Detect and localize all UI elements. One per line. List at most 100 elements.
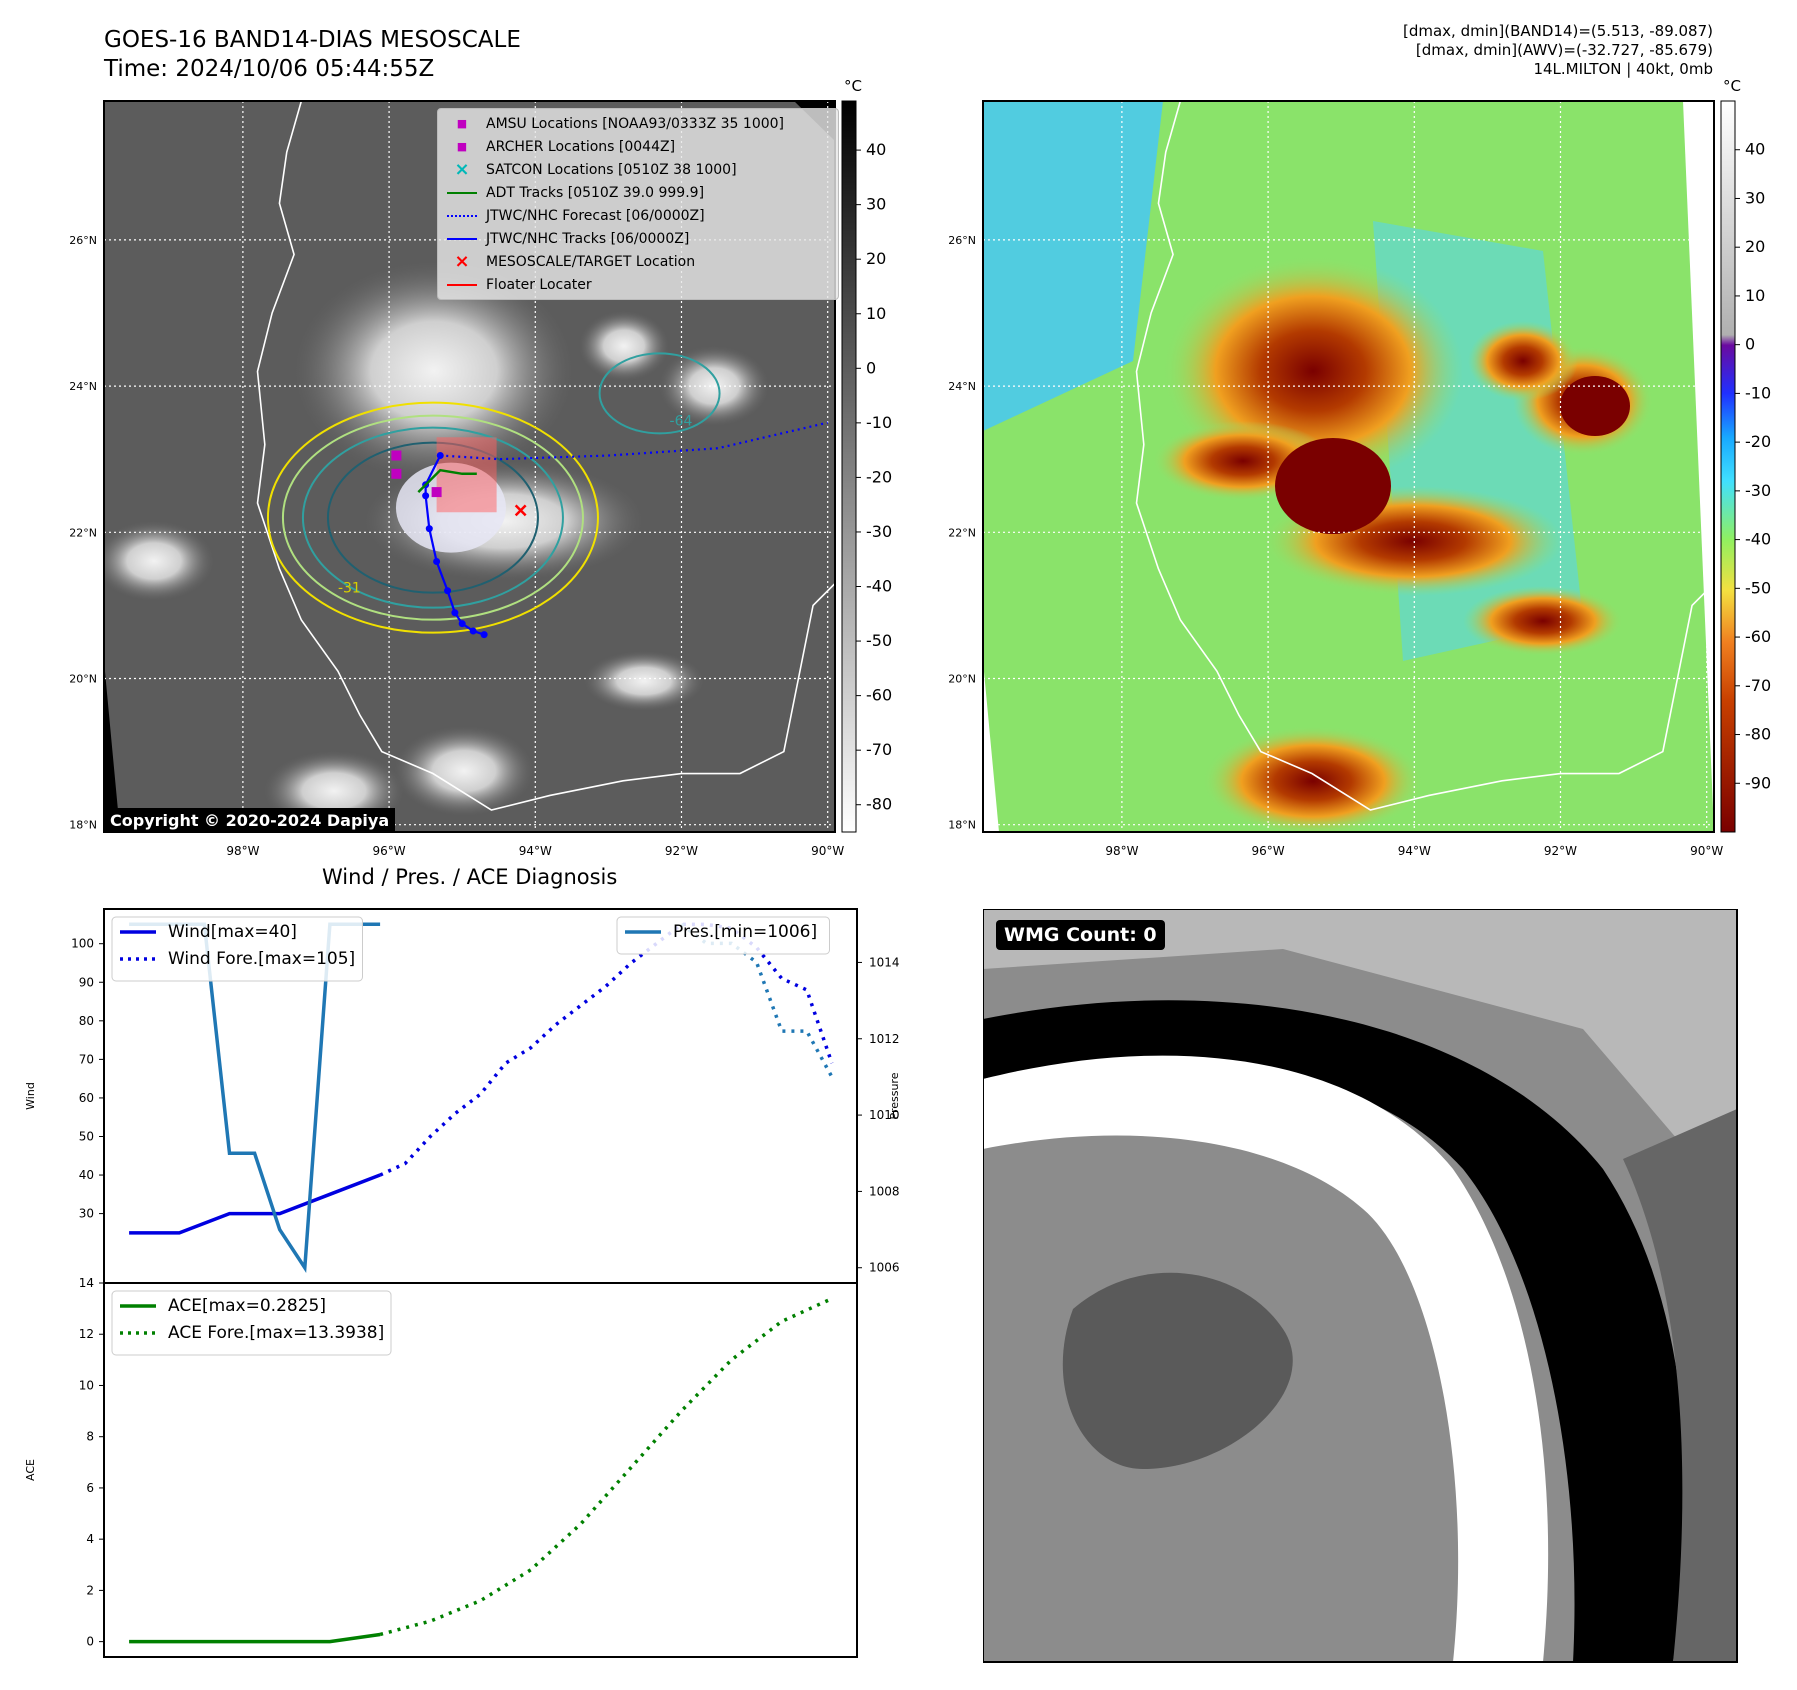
- wind-axis-tick-label: 60: [79, 1091, 94, 1105]
- best-track: [424, 455, 485, 636]
- awv-coastline: [1135, 101, 1714, 811]
- best-track-point: [469, 627, 477, 635]
- awv-colorbar-tick-label: 30: [1745, 188, 1765, 207]
- band14-colorbar-tick-label: 30: [866, 195, 886, 214]
- awv-cloud: [1468, 321, 1578, 401]
- lat-tick-label: 22°N: [948, 526, 976, 539]
- contour-label: -31: [338, 581, 361, 597]
- band14-map-frame: [103, 100, 836, 833]
- awv-colorbar-tick-label: -80: [1745, 725, 1771, 744]
- band14-cloud: [579, 311, 669, 381]
- pressure-axis-tick-label: 1008: [869, 1184, 900, 1198]
- band14-colorbar-tick-label: -50: [866, 631, 892, 650]
- legend-entry: ADT Tracks [0510Z 39.0 999.9]: [444, 181, 832, 204]
- lon-tick-label: 92°W: [665, 844, 698, 858]
- title-line-2: Time: 2024/10/06 05:44:55Z: [104, 56, 435, 82]
- ace-axis-tick-label: 4: [86, 1532, 94, 1546]
- pressure-axis-tick-label: 1010: [869, 1108, 900, 1122]
- lon-tick-label: 96°W: [373, 844, 406, 858]
- legend-swatch: [444, 231, 480, 247]
- ace-axis-tick-label: 6: [86, 1481, 94, 1495]
- map-legend: ■ AMSU Locations [NOAA93/0333Z 35 1000] ■ A…: [437, 108, 839, 300]
- chart-legend-label: ACE Fore.[max=13.3938]: [168, 1323, 384, 1343]
- legend-entry: × MESOSCALE/TARGET Location: [444, 250, 832, 273]
- band14-colorbar-tick-label: -20: [866, 467, 892, 486]
- band14-colorbar-tick-label: -10: [866, 413, 892, 432]
- chart-legend: [111, 1290, 392, 1356]
- legend-label: ARCHER Locations [0044Z]: [486, 138, 676, 155]
- chart-legend: [616, 916, 830, 955]
- legend-label: AMSU Locations [NOAA93/0333Z 35 1000]: [486, 115, 785, 132]
- ace-series-0: [129, 1632, 381, 1644]
- ace-axis-tick-label: 12: [79, 1327, 94, 1341]
- awv-core: [1560, 376, 1630, 436]
- lat-tick-label: 20°N: [69, 672, 97, 685]
- band14-colorbar-unit: °C: [844, 77, 862, 95]
- legend-label: SATCON Locations [0510Z 38 1000]: [486, 161, 737, 178]
- wind-axis-tick-label: 40: [79, 1168, 94, 1182]
- legend-entry: ■ AMSU Locations [NOAA93/0333Z 35 1000]: [444, 112, 832, 135]
- awv-eye-core: [1275, 438, 1391, 534]
- contour-label: -64: [670, 413, 693, 429]
- info-line-1: [dmax, dmin](BAND14)=(5.513, -89.087): [1402, 22, 1713, 40]
- lat-tick-label: 20°N: [948, 672, 976, 685]
- legend-swatch: [444, 277, 480, 293]
- band14-cloud: [294, 261, 574, 481]
- legend-entry: × SATCON Locations [0510Z 38 1000]: [444, 158, 832, 181]
- lon-tick-label: 98°W: [226, 844, 259, 858]
- ace-axis-tick-label: 10: [79, 1378, 94, 1392]
- awv-missing-wedge: [983, 661, 999, 832]
- band14-colorbar-tick-label: -40: [866, 577, 892, 596]
- lon-tick-label: 96°W: [1252, 844, 1285, 858]
- best-track-point: [422, 492, 430, 500]
- lon-tick-label: 98°W: [1105, 844, 1138, 858]
- forecast-track: [440, 421, 828, 461]
- copyright-label: Copyright © 2020-2024 Dapiya: [104, 808, 396, 833]
- band14-cloud: [104, 521, 214, 601]
- wmg-panel: [983, 909, 1738, 1663]
- lat-tick-label: 24°N: [69, 380, 97, 393]
- best-track-point: [451, 609, 459, 617]
- wmg-frame: [983, 909, 1738, 1663]
- band14-colorbar-tick-label: -30: [866, 522, 892, 541]
- legend-label: JTWC/NHC Forecast [06/0000Z]: [486, 207, 705, 224]
- best-track-point: [480, 631, 488, 639]
- awv-map-frame: [982, 100, 1715, 833]
- legend-swatch: ■: [456, 117, 468, 130]
- title-line-1: GOES-16 BAND14-DIAS MESOSCALE: [104, 27, 521, 53]
- chart-legend-label: Wind Fore.[max=105]: [168, 949, 355, 969]
- legend-swatch: [444, 185, 480, 201]
- legend-entry: Floater Locater: [444, 273, 832, 296]
- legend-swatch: [444, 208, 480, 224]
- band14-colorbar-tick-label: -60: [866, 686, 892, 705]
- ace-axis-tick-label: 0: [86, 1635, 94, 1649]
- awv-colorbar-tick-label: 40: [1745, 140, 1765, 159]
- awv-colorbar-tick-label: -40: [1745, 530, 1771, 549]
- best-track-point: [444, 587, 452, 595]
- awv-colorbar-tick-label: -10: [1745, 383, 1771, 402]
- legend-entry: ■ ARCHER Locations [0044Z]: [444, 135, 832, 158]
- awv-cloud: [1463, 586, 1623, 656]
- band14-cloud: [394, 726, 534, 816]
- chart-legend-label: ACE[max=0.2825]: [168, 1296, 326, 1316]
- awv-colorbar-tick-label: 20: [1745, 237, 1765, 256]
- wind-axis-label: Wind: [24, 1082, 37, 1110]
- target-location: [514, 504, 527, 517]
- wmg-white-band: [983, 1055, 1549, 1662]
- awv-colorbar-tick-label: -30: [1745, 481, 1771, 500]
- lon-tick-label: 94°W: [519, 844, 552, 858]
- legend-entry: JTWC/NHC Tracks [06/0000Z]: [444, 227, 832, 250]
- info-block: [dmax, dmin](BAND14)=(5.513, -89.087) [d…: [1403, 22, 1713, 79]
- wind-axis-tick-label: 30: [79, 1207, 94, 1221]
- wmg-right-band: [1623, 1109, 1737, 1662]
- ace-axis-tick-label: 14: [79, 1276, 94, 1290]
- wmg-count-label: WMG Count: 0: [996, 920, 1165, 950]
- diagnosis-charts: 3040506070809010010061008101010121014024…: [24, 908, 900, 1658]
- awv-colorbar-tick-label: -70: [1745, 676, 1771, 695]
- lat-tick-label: 18°N: [69, 819, 97, 832]
- chart-legend: [111, 916, 363, 982]
- diagnosis-title: Wind / Pres. / ACE Diagnosis: [322, 865, 618, 889]
- pressure-axis-tick-label: 1012: [869, 1032, 900, 1046]
- legend-swatch: ×: [454, 159, 470, 180]
- legend-label: JTWC/NHC Tracks [06/0000Z]: [486, 230, 690, 247]
